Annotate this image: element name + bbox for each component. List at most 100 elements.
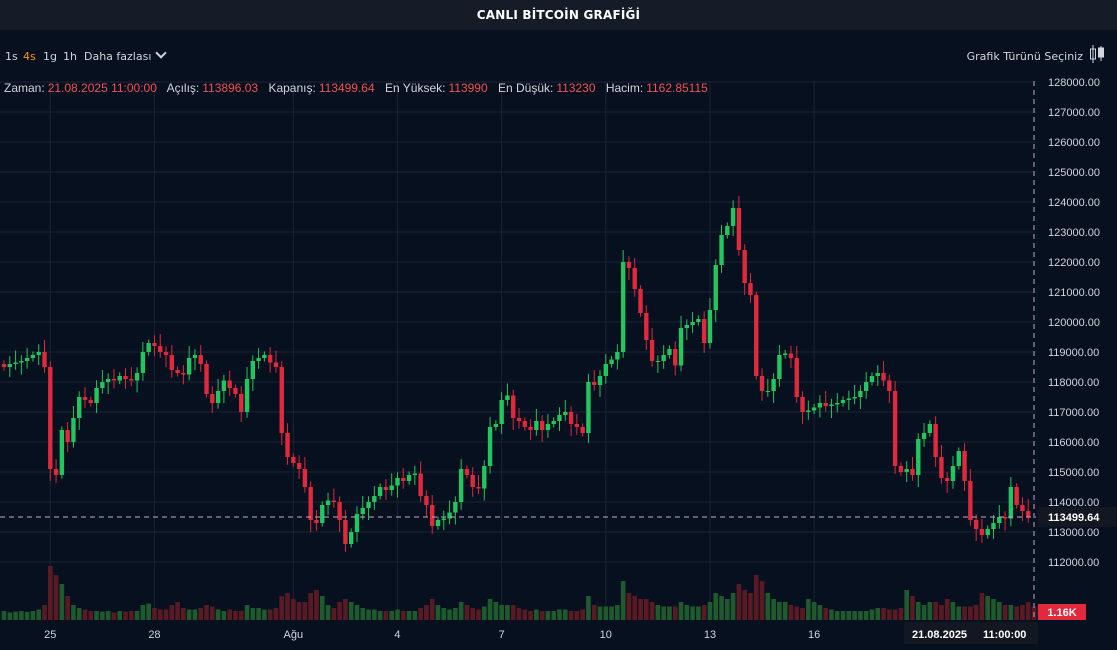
volume-bar [221,611,227,620]
candle-body [528,427,533,430]
volume-bar [1014,606,1019,620]
candle-body [48,367,53,469]
x-tick-label: 16 [808,629,820,641]
candle-body [719,235,724,265]
volume-bar [753,575,759,620]
volume-bar [707,602,713,620]
volume-bar [939,605,944,620]
volume-bar [591,605,597,620]
volume-bar [128,611,134,620]
candle-body [105,379,111,382]
time-label: Zaman: [4,81,45,95]
candle-body [765,391,771,392]
candle-body [1026,511,1031,517]
low-label: En Düşük: [497,81,554,95]
candle-body [696,319,701,322]
candle-body [82,397,88,400]
candle-body [169,355,175,370]
candle-body [291,457,296,463]
candle-body [453,502,458,513]
low-value: 113230 [556,81,596,95]
close-label: Kapanış: [268,81,316,95]
volume-bar [348,602,354,620]
volume-bar [626,593,632,620]
volume-bar [649,602,655,620]
candle-body [123,376,128,379]
volume-bar [111,612,117,620]
volume-bar [487,599,493,620]
candle-body [916,439,921,475]
crosshair-date-label: 21.08.2025 [912,629,967,641]
y-tick-label: 126000.00 [1048,137,1100,149]
candle-body [308,487,313,520]
x-tick-label: 28 [148,629,160,641]
volume-bar [389,611,395,620]
candle-body [1,364,7,367]
candle-body [979,529,985,535]
volume-bar [643,599,649,620]
volume-bar [950,602,956,620]
volume-bar [834,611,840,620]
volume-bar [690,606,695,620]
candle-body [829,404,834,406]
volume-bar [771,599,776,620]
candle-body [748,283,753,295]
candle-body [163,352,169,355]
candle-body [701,319,707,343]
chart-type-selector[interactable]: Grafik Türünü Seçiniz [966,50,1083,63]
volume-bar [823,608,828,620]
volume-bar [140,605,146,620]
volume-bar [250,608,256,620]
y-tick-label: 119000.00 [1048,347,1099,359]
candle-body [678,328,684,366]
volume-bar [395,609,400,620]
candle-body [215,391,221,403]
x-tick-label: 25 [44,629,56,641]
candle-body [973,520,979,529]
volume-bar [296,602,302,620]
candle-body [962,451,967,481]
timeframe-1g[interactable]: 1g [43,50,57,63]
time-value: 21.08.2025 11:00:00 [47,81,157,95]
timeframe-1h[interactable]: 1h [63,50,77,63]
volume-bar [354,605,360,620]
y-tick-label: 121000.00 [1048,287,1100,299]
candle-body [939,457,944,478]
candle-body [348,532,354,544]
y-tick-label: 113000.00 [1048,527,1099,539]
volume-bar [227,609,232,620]
timeframe-4s[interactable]: 4s [23,50,36,63]
volume-bar [238,611,244,620]
candle-body [401,478,406,481]
volume-bar [169,605,175,620]
more-timeframes-dropdown[interactable]: Daha fazlası [84,47,168,63]
candle-body [296,463,302,469]
volume-bar [684,605,690,620]
volume-bar [510,605,516,620]
candle-body [539,421,545,430]
candle-body [945,478,950,481]
candle-body [603,364,608,376]
crosshair-price-box [1038,507,1116,528]
volume-bar [481,606,487,620]
volume-bar [105,611,111,620]
volume-bar [863,611,869,620]
volume-bar [846,611,852,620]
x-tick-label: 4 [394,629,400,641]
volume-bar [655,605,661,620]
volume-bar [973,605,979,620]
candlestick-icon[interactable] [1089,44,1105,64]
candle-body [881,373,886,381]
candle-body [262,355,267,358]
volume-bar [82,609,88,620]
timeframe-1s[interactable]: 1s [5,50,18,63]
candle-body [482,466,487,489]
candle-body [557,415,562,421]
candle-body [626,262,632,268]
volume-bar [412,611,418,620]
volume-bar [458,602,464,620]
volume-bar [1025,602,1031,620]
candle-body [42,352,47,367]
candle-body [250,361,256,379]
